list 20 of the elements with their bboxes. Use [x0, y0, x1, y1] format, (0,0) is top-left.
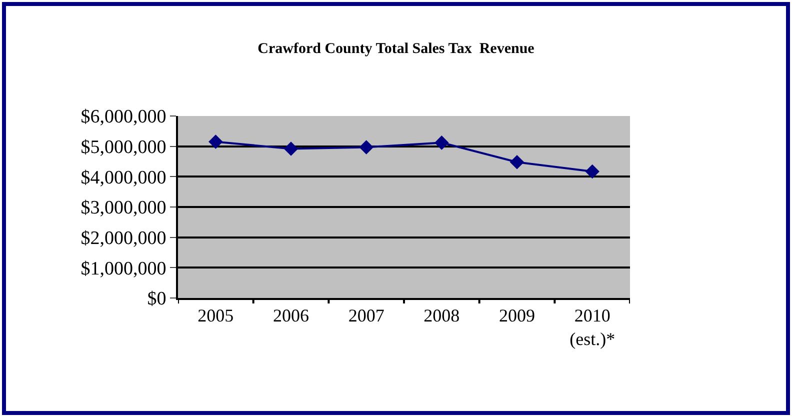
point: [510, 154, 524, 170]
point: [208, 134, 223, 149]
x-tick-label: 2008: [424, 306, 460, 326]
x-tick-label: 2009: [499, 306, 535, 326]
y-tick-label: $6,000,000: [80, 106, 166, 128]
x-tick-label: 2007: [348, 306, 384, 326]
y-tick-label: $2,000,000: [80, 228, 166, 249]
y-tick-label: $1,000,000: [80, 258, 166, 280]
point: [434, 136, 449, 150]
x-tick-label: 2006: [273, 306, 309, 326]
point: [284, 142, 298, 156]
y-tick-label: $4,000,000: [80, 167, 166, 188]
y-tick-label: $3,000,000: [80, 198, 166, 219]
point: [585, 164, 600, 179]
x-tick-label: 2010 (est.)*: [570, 306, 616, 349]
y-tick-label: $5,000,000: [80, 136, 166, 158]
x-tick-label: 2005: [198, 306, 234, 326]
point: [359, 140, 374, 154]
chart-title: Crawford County Total Sales Tax Revenue: [258, 41, 535, 58]
y-tick-label: $0: [147, 288, 166, 310]
